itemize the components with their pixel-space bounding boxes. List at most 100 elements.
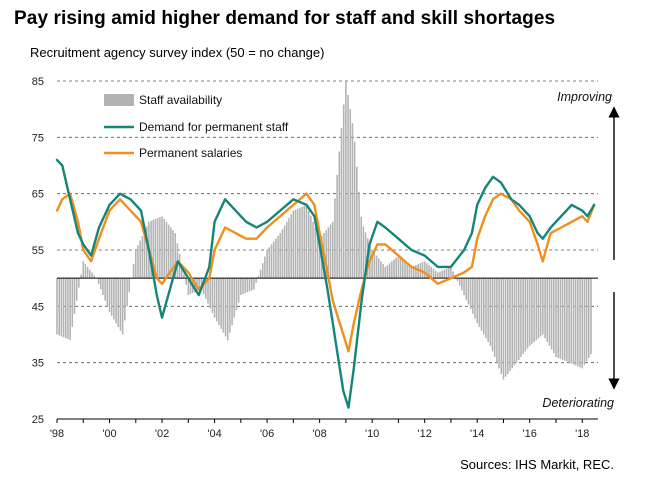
annotation-improving: Improving (557, 90, 612, 104)
staff-availability-bar (224, 278, 227, 337)
staff-availability-bar (410, 266, 413, 279)
staff-availability-bar (213, 278, 216, 318)
staff-availability-bar (445, 268, 448, 279)
staff-availability-bar (126, 278, 128, 307)
staff-availability-bar (487, 278, 489, 343)
staff-availability-bar (570, 278, 573, 364)
staff-availability-bar (80, 274, 82, 279)
staff-availability-bar (104, 278, 106, 301)
staff-availability-bar (548, 278, 551, 346)
staff-availability-bar (237, 278, 240, 303)
staff-availability-bar (557, 278, 559, 358)
staff-availability-bar (585, 278, 588, 362)
staff-availability-bar (441, 270, 443, 279)
staff-availability-bar (388, 263, 391, 279)
staff-availability-bar (476, 278, 478, 324)
staff-availability-bar (498, 278, 500, 369)
staff-availability-bar (290, 214, 292, 279)
staff-availability-bar (555, 278, 557, 358)
staff-availability-bar (218, 278, 220, 326)
staff-availability-bar (456, 278, 459, 281)
staff-availability-bar (358, 191, 360, 279)
staff-availability-bar (110, 278, 113, 316)
staff-availability-bar (432, 268, 435, 279)
staff-availability-bar (113, 278, 115, 320)
staff-availability-bar (108, 278, 111, 312)
staff-availability-bar (544, 278, 546, 339)
staff-availability-bar (391, 261, 393, 279)
staff-availability-bar (351, 123, 354, 279)
x-tick-label: '08 (312, 428, 326, 440)
staff-availability-bar (250, 278, 253, 291)
staff-availability-bar (502, 278, 505, 380)
staff-availability-bar (531, 278, 533, 344)
staff-availability-bar (314, 227, 317, 279)
staff-availability-bar (579, 278, 581, 368)
staff-availability-bar (447, 267, 450, 279)
staff-availability-bar (513, 278, 516, 366)
staff-availability-bar (371, 250, 373, 279)
staff-availability-bar (89, 269, 91, 279)
staff-availability-bar (546, 278, 549, 343)
staff-availability-bar (56, 278, 58, 335)
staff-availability-bar (553, 278, 555, 354)
staff-availability-bar (493, 278, 496, 358)
staff-availability-bar (270, 244, 273, 279)
staff-availability-bar (211, 278, 214, 313)
staff-availability-bar (161, 216, 163, 279)
staff-availability-bar (64, 278, 67, 339)
staff-availability-bar (572, 278, 575, 365)
staff-availability-bar (345, 81, 347, 279)
staff-availability-bar (528, 278, 531, 346)
staff-availability-bar (292, 210, 295, 279)
staff-availability-bar (342, 104, 345, 279)
staff-availability-bar (102, 278, 104, 296)
staff-availability-bar (222, 278, 225, 333)
staff-availability-bar (474, 278, 476, 319)
staff-availability-bar (408, 265, 411, 279)
staff-availability-bar (189, 278, 192, 295)
x-tick-label: '14 (470, 428, 484, 440)
staff-availability-bar (279, 233, 282, 279)
staff-availability-bar (511, 278, 513, 369)
legend-label: Permanent salaries (139, 146, 242, 160)
staff-availability-bar (139, 240, 141, 279)
staff-availability-bar (60, 278, 63, 337)
staff-availability-bar (382, 264, 384, 279)
staff-availability-bar (399, 257, 402, 279)
staff-availability-bar (91, 272, 93, 279)
staff-availability-bar (590, 278, 592, 355)
staff-availability-bar (397, 255, 400, 279)
staff-availability-bar (294, 209, 297, 279)
staff-availability-bar (373, 252, 376, 279)
staff-availability-bar (561, 278, 564, 360)
staff-availability-bar (84, 264, 87, 279)
staff-availability-bar (200, 278, 203, 290)
staff-availability-bar (566, 278, 568, 362)
staff-availability-bar (428, 265, 430, 279)
x-tick-label: '18 (575, 428, 589, 440)
staff-availability-bar (209, 278, 211, 309)
staff-availability-bar (185, 278, 187, 285)
staff-availability-bar (198, 278, 201, 291)
staff-availability-bar (386, 265, 389, 279)
staff-availability-bar (67, 278, 69, 340)
chart-title: Pay rising amid higher demand for staff … (14, 8, 556, 29)
staff-availability-bar (401, 259, 404, 279)
staff-availability-bar (515, 278, 518, 363)
staff-availability-bar (264, 256, 266, 279)
staff-availability-bar (395, 257, 398, 279)
staff-availability-bar (482, 278, 485, 335)
staff-availability-bar (172, 230, 174, 279)
staff-availability-bar (246, 278, 249, 293)
staff-availability-bar (375, 255, 378, 279)
staff-availability-bar (412, 265, 415, 279)
staff-availability-bar (82, 261, 85, 279)
staff-availability-bar (69, 278, 71, 341)
staff-availability-bar (233, 278, 236, 318)
staff-availability-bar (220, 278, 222, 329)
legend-label: Staff availability (139, 93, 222, 107)
staff-availability-bar (301, 206, 303, 279)
staff-availability-bar (58, 278, 60, 336)
staff-availability-bar (539, 278, 542, 337)
